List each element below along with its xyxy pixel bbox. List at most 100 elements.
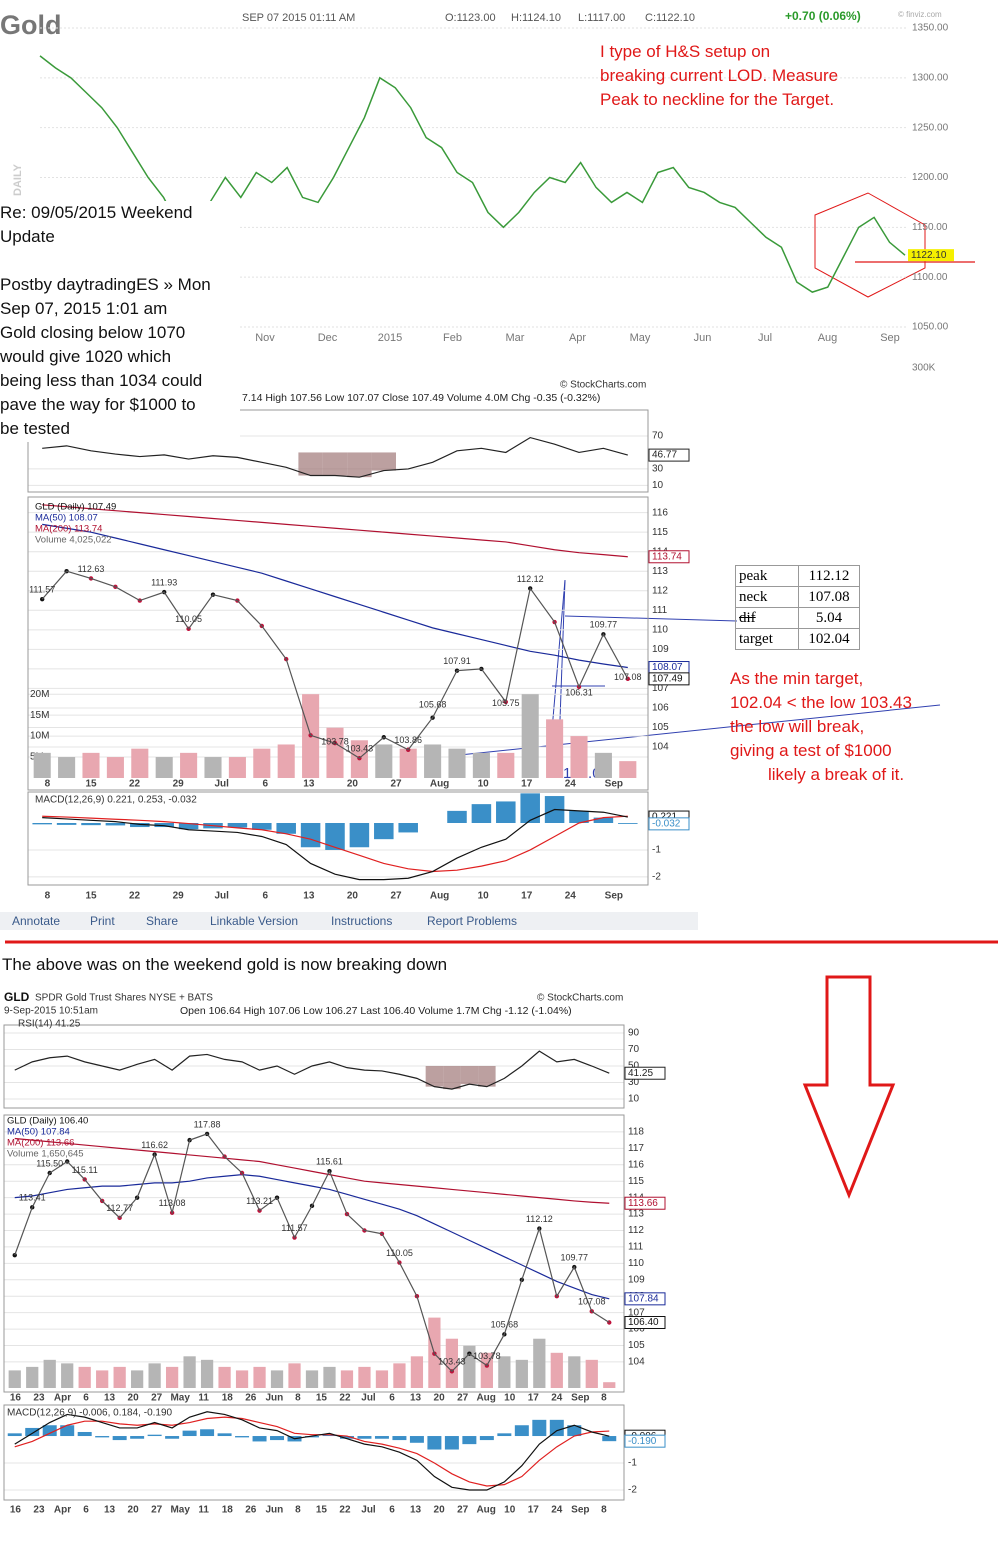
volume-bar bbox=[58, 757, 76, 778]
x-tick-label: 13 bbox=[104, 1505, 116, 1516]
toolbar-item[interactable]: Annotate bbox=[12, 914, 61, 928]
value-marker-label: 46.77 bbox=[652, 450, 677, 461]
macd-hist bbox=[32, 823, 52, 825]
post-line: being less than 1034 could bbox=[0, 371, 203, 390]
x-tick-label: Apr bbox=[54, 1393, 71, 1404]
toolbar: Annotate Print Share Linkable Version In… bbox=[0, 912, 698, 930]
macd-hist bbox=[81, 823, 101, 826]
change: +0.70 (0.06%) bbox=[785, 9, 861, 23]
x-tick-label: 26 bbox=[245, 1505, 257, 1516]
value-marker-label: 41.25 bbox=[628, 1068, 653, 1079]
toolbar-item[interactable]: Report Problems bbox=[427, 914, 518, 928]
value-marker bbox=[624, 1196, 666, 1210]
macd-hist bbox=[130, 1436, 145, 1439]
volume-bar bbox=[533, 1338, 546, 1388]
macd-hist bbox=[322, 1434, 337, 1437]
rsi-oversold bbox=[371, 452, 396, 471]
volume-bar bbox=[393, 1363, 406, 1388]
title: Gold bbox=[0, 10, 62, 40]
series-line bbox=[42, 523, 628, 669]
price-annotation: 112.12 bbox=[526, 1214, 553, 1224]
macd-hist bbox=[349, 823, 370, 848]
x-tick-label: 24 bbox=[551, 1505, 563, 1516]
panel-frame bbox=[3, 1024, 625, 1109]
volume-bar bbox=[33, 752, 51, 778]
quote: L:1117.00 bbox=[578, 12, 625, 24]
volume-bar bbox=[288, 1363, 301, 1388]
toolbar-item[interactable]: Linkable Version bbox=[210, 914, 299, 928]
macd-hist bbox=[235, 1436, 250, 1438]
y-tick-label: 1100.00 bbox=[912, 272, 948, 283]
volume-bar bbox=[200, 1359, 214, 1388]
macd-hist bbox=[398, 823, 418, 833]
macd-hist bbox=[409, 1436, 424, 1443]
x-tick-label: 17 bbox=[521, 891, 533, 902]
value-marker-label: -0.190 bbox=[628, 1436, 657, 1447]
legend-entry: Volume 4,025,022 bbox=[35, 535, 112, 546]
volume-bar bbox=[594, 752, 612, 778]
cell: target bbox=[735, 628, 799, 650]
legend-entry: Volume 1,650,645 bbox=[7, 1149, 84, 1160]
volume-bar bbox=[155, 757, 173, 778]
macd-hist bbox=[567, 1425, 582, 1437]
y-tick-label: -2 bbox=[628, 1485, 637, 1496]
price-annotation: 105.75 bbox=[492, 698, 520, 708]
x-tick-label: 20 bbox=[128, 1505, 140, 1516]
price-annotation: 105.68 bbox=[419, 700, 447, 710]
toolbar-item[interactable]: Share bbox=[146, 914, 179, 928]
macd-hist bbox=[392, 1436, 407, 1441]
series-line bbox=[14, 1137, 610, 1204]
x-tick-label: 2015 bbox=[378, 332, 402, 344]
macd-hist bbox=[252, 823, 272, 830]
last-price-box bbox=[908, 249, 954, 262]
price-annotation: 112.63 bbox=[78, 564, 105, 574]
note-line: 102.04 < the low 103.43 bbox=[730, 693, 912, 712]
post-line: be tested bbox=[0, 419, 70, 438]
y-tick-label: 1300.00 bbox=[912, 72, 949, 83]
volume-bar bbox=[410, 1356, 424, 1388]
x-tick-label: 27 bbox=[457, 1393, 469, 1404]
x-tick-label: 17 bbox=[528, 1505, 540, 1516]
note-line: giving a test of $1000 bbox=[730, 741, 892, 760]
x-tick-label: 20 bbox=[128, 1393, 140, 1404]
x-tick-label: 23 bbox=[33, 1505, 45, 1516]
rsi-oversold bbox=[478, 1066, 496, 1087]
quote: O:1123.00 bbox=[445, 12, 496, 24]
macd-hist bbox=[300, 823, 321, 848]
y-tick-label: 111 bbox=[628, 1242, 644, 1253]
y-tick-label: 10M bbox=[30, 731, 49, 742]
rsi-oversold bbox=[425, 1066, 444, 1087]
macd-hist bbox=[618, 823, 638, 824]
x-tick-label: 11 bbox=[198, 1393, 209, 1404]
cell: 112.12 bbox=[798, 565, 860, 587]
x-tick-label: Sep bbox=[571, 1393, 589, 1404]
macd-hist bbox=[497, 1433, 512, 1437]
macd-label: MACD(12,26,9) -0.006, 0.184, -0.190 bbox=[7, 1408, 173, 1419]
macd-hist bbox=[154, 823, 174, 828]
macd-hist bbox=[60, 1425, 75, 1437]
y-tick-label: 20M bbox=[30, 689, 49, 700]
volume-bar bbox=[78, 1366, 91, 1388]
volume-bar bbox=[96, 1370, 109, 1388]
x-tick-label: May bbox=[170, 1505, 190, 1516]
note-line: likely a break of it. bbox=[768, 765, 905, 784]
x-tick-label: 15 bbox=[85, 779, 97, 790]
macd-hist bbox=[200, 1429, 215, 1437]
macd-hist bbox=[112, 1436, 127, 1441]
x-tick-label: 27 bbox=[151, 1393, 163, 1404]
x-tick-label: Jul bbox=[361, 1505, 376, 1516]
macd-hist bbox=[532, 1419, 547, 1437]
x-tick-label: 6 bbox=[263, 891, 269, 902]
x-tick-label: 26 bbox=[245, 1393, 257, 1404]
price-annotation: 105.68 bbox=[491, 1320, 519, 1330]
y-tick-label: -1 bbox=[628, 1458, 637, 1469]
x-tick-label: 13 bbox=[303, 891, 315, 902]
y-tick-label: 110 bbox=[628, 1258, 644, 1269]
volume-bar bbox=[498, 1356, 511, 1388]
toolbar-item[interactable]: Print bbox=[90, 914, 115, 928]
macd-hist bbox=[56, 823, 77, 825]
macd-hist bbox=[270, 1436, 285, 1441]
rsi-oversold bbox=[443, 1066, 461, 1090]
toolbar-item[interactable]: Instructions bbox=[331, 914, 393, 928]
rsi-label: RSI(14) 41.25 bbox=[18, 1019, 81, 1030]
